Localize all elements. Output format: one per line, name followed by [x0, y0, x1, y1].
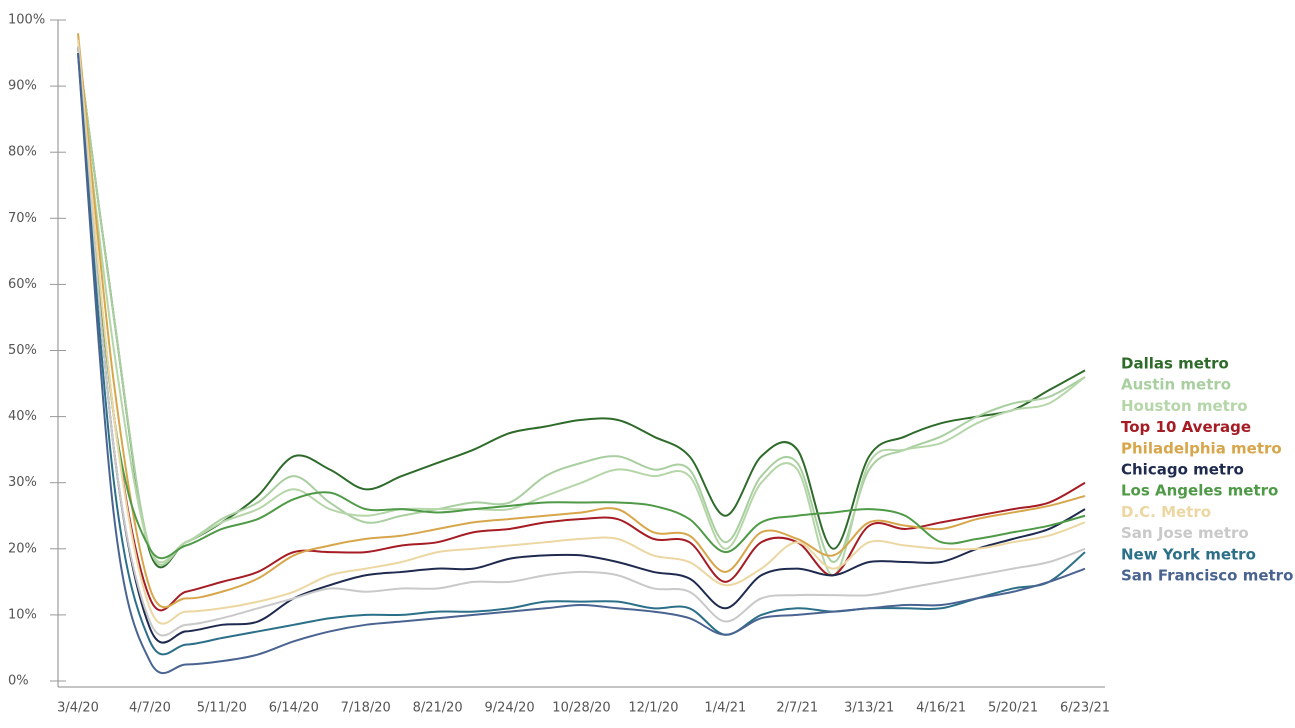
x-tick-label: 4/7/20 — [129, 701, 171, 716]
x-tick-label: 8/21/20 — [413, 701, 463, 716]
series-line — [77, 52, 1086, 675]
y-tick-label: 100% — [8, 13, 45, 28]
y-tick-label: 10% — [8, 607, 37, 622]
series-line — [77, 46, 1086, 644]
x-tick-label: 10/28/20 — [552, 701, 610, 716]
y-tick-label: 50% — [8, 343, 37, 358]
legend-entry: New York metro — [1121, 545, 1256, 563]
y-tick-label: 90% — [8, 79, 37, 94]
series-line — [77, 52, 1086, 656]
legend-entry: Houston metro — [1121, 397, 1248, 415]
x-tick-label: 3/4/20 — [57, 701, 99, 716]
x-tick-label: 5/20/21 — [988, 701, 1038, 716]
x-tick-label: 2/7/21 — [776, 701, 818, 716]
legend-entry: Top 10 Average — [1121, 418, 1251, 436]
series-line — [77, 33, 1086, 609]
series-line — [77, 46, 1086, 569]
series-line — [77, 46, 1086, 637]
x-tick-label: 7/18/20 — [341, 701, 391, 716]
legend-entry: Los Angeles metro — [1121, 482, 1278, 500]
legend-entry: San Jose metro — [1121, 524, 1249, 542]
y-tick-label: 30% — [8, 475, 37, 490]
y-tick-label: 0% — [8, 674, 29, 689]
series-line — [77, 46, 1086, 612]
x-tick-label: 1/4/21 — [704, 701, 746, 716]
x-tick-label: 9/24/20 — [485, 701, 535, 716]
legend-entry: Chicago metro — [1121, 461, 1244, 479]
y-tick-label: 60% — [8, 277, 37, 292]
x-tick-label: 6/23/21 — [1060, 701, 1110, 716]
series-line — [77, 46, 1086, 566]
series-line — [77, 52, 1086, 577]
x-tick-label: 3/13/21 — [844, 701, 894, 716]
y-tick-label: 70% — [8, 211, 37, 226]
legend-entry: San Francisco metro — [1121, 567, 1293, 585]
series-line — [77, 46, 1086, 560]
legend-entry: Dallas metro — [1121, 355, 1229, 373]
legend-entry: Austin metro — [1121, 376, 1231, 394]
y-tick-label: 20% — [8, 541, 37, 556]
x-tick-label: 12/1/20 — [628, 701, 678, 716]
legend-entry: D.C. Metro — [1121, 503, 1211, 521]
y-tick-label: 40% — [8, 409, 37, 424]
legend-entry: Philadelphia metro — [1121, 439, 1282, 457]
y-tick-label: 80% — [8, 145, 37, 160]
x-tick-label: 4/16/21 — [916, 701, 966, 716]
series-line — [77, 39, 1086, 625]
x-tick-label: 5/11/20 — [197, 701, 247, 716]
x-tick-label: 6/14/20 — [269, 701, 319, 716]
